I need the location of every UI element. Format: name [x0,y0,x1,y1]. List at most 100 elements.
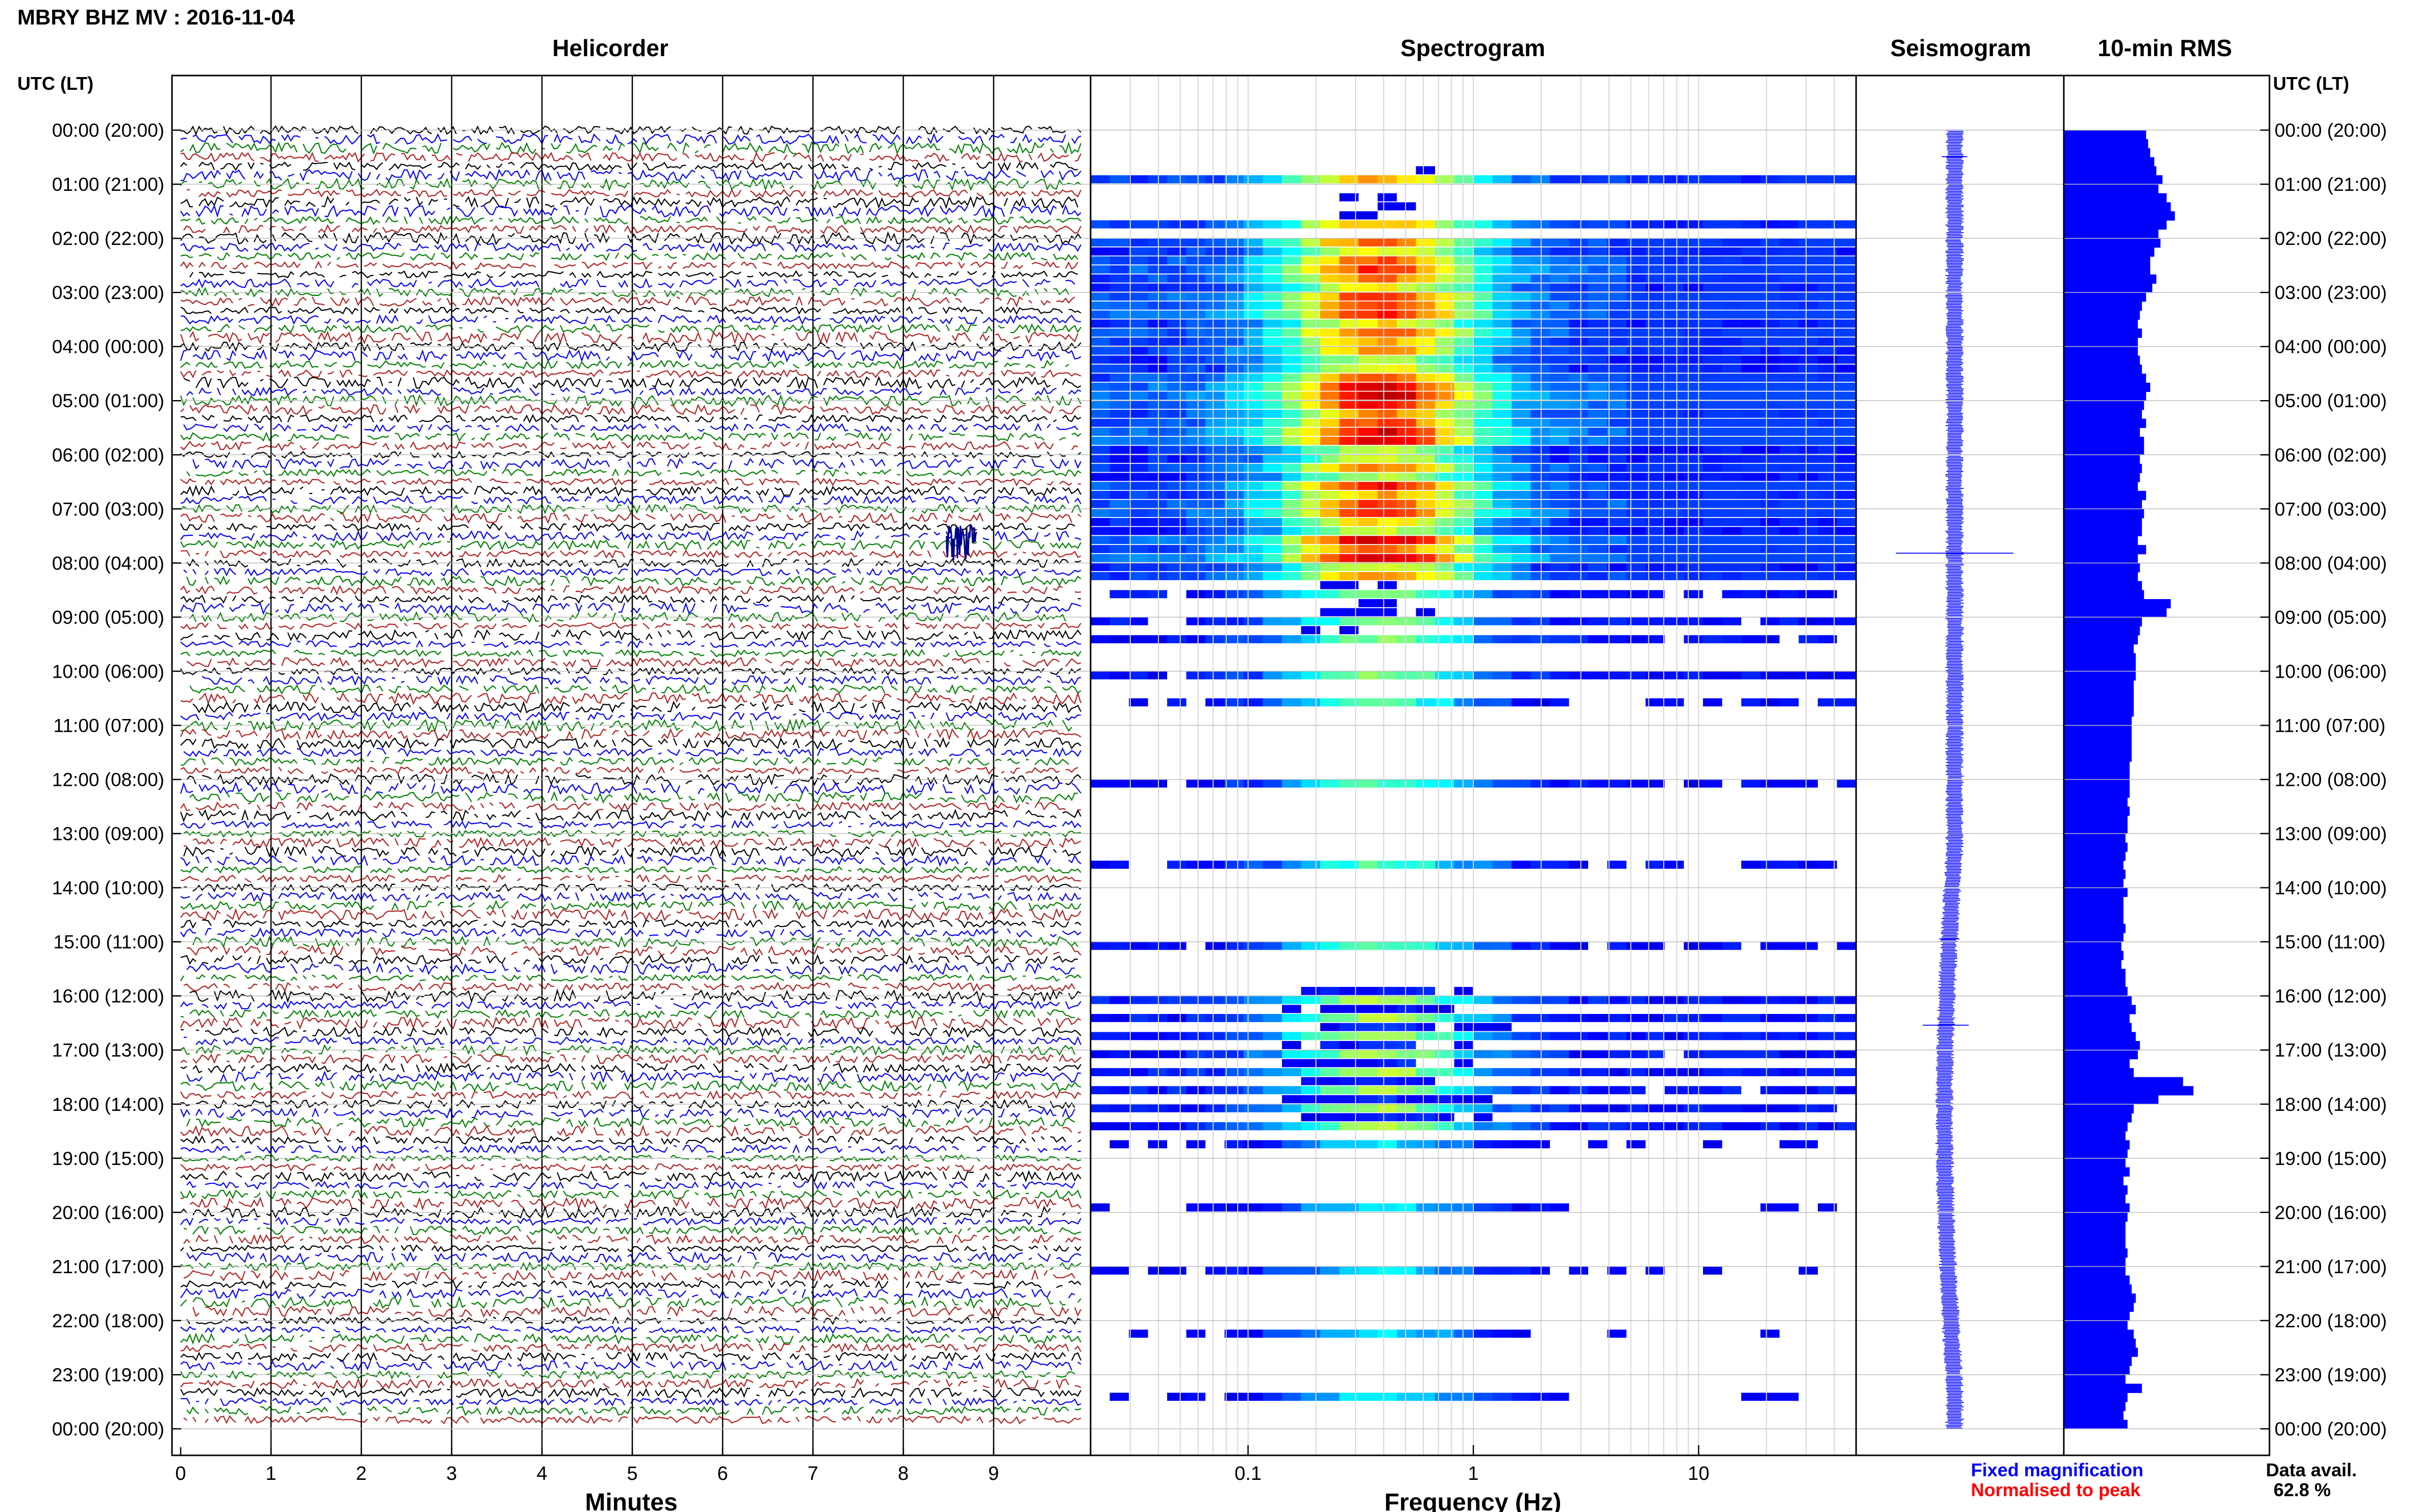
minute-tick-label: 7 [807,1463,818,1484]
rms-bar [2064,1032,2136,1042]
helicorder-trace-row [186,188,1081,198]
rms-bar [2064,1366,2130,1375]
helicorder-trace-row [180,649,1081,658]
rms-bar [2064,256,2151,266]
rms-bar [2064,996,2132,1005]
rms-bar [2064,1393,2128,1402]
rms-bar [2064,581,2142,590]
rms-bar [2064,166,2157,176]
rms-bar [2064,463,2142,474]
rms-bar [2064,797,2128,807]
helicorder-trace-row [180,440,1078,451]
rms-bar [2064,870,2126,879]
helicorder-trace-row [180,477,1081,487]
right-time-tick-label: 20:00 (16:00) [2275,1202,2387,1223]
rms-bar [2064,374,2146,383]
minute-tick-label: 1 [265,1463,276,1484]
helicorder-trace-row [180,622,1081,630]
left-time-tick-label: 10:00 (06:00) [52,661,164,682]
right-time-tick-label: 22:00 (18:00) [2275,1310,2387,1331]
right-time-tick-label: 16:00 (12:00) [2275,986,2387,1007]
helicorder-trace-row [180,1332,1081,1345]
rms-bar [2064,292,2146,302]
helicorder-trace-row [180,1062,1081,1074]
rms-bar [2064,1014,2130,1024]
helicorder-trace-row [180,1053,1081,1065]
rms-bar [2064,1050,2138,1059]
rms-bar [2064,527,2142,536]
rms-bar [2064,1221,2126,1231]
rms-bar [2064,1086,2193,1096]
rms-bar [2064,743,2132,753]
helicorder-trace-row [180,1026,1081,1038]
rms-bar [2064,1275,2130,1285]
legend-normalised-to-peak: Normalised to peak [1971,1479,2141,1500]
rms-bar [2064,897,2124,906]
helicorder-trace-row [180,1107,1075,1120]
rms-bar [2064,860,2124,870]
rms-bar [2064,1212,2128,1222]
helicorder-trace-row [180,602,1081,615]
helicorder-trace-row [183,747,1081,758]
rms-bar [2064,698,2134,708]
helicorder-trace-row [180,1000,1081,1010]
helicorder-trace-row [180,550,1081,559]
rms-bar [2064,130,2146,140]
rms-bar [2064,887,2128,897]
rms-bar [2064,563,2140,573]
rms-bar [2064,1347,2138,1357]
helicorder-trace-row [180,927,1081,938]
rms-bar [2064,1257,2126,1267]
helicorder-trace-row [180,215,1081,226]
rms-bar [2064,382,2151,392]
rms-bar [2064,833,2126,843]
helicorder-trace-row [180,1296,1081,1309]
left-axis-header: UTC (LT) [17,73,93,94]
right-axis-header: UTC (LT) [2273,73,2349,94]
rms-bar [2064,653,2136,663]
rms-bar [2064,671,2136,681]
rms-bar [2064,473,2140,482]
right-time-tick-label: 23:00 (19:00) [2275,1365,2387,1385]
minute-tick-label: 3 [446,1463,457,1484]
helicorder-trace-row [186,557,1081,568]
rms-bar [2064,851,2126,861]
rms-bar [2064,1311,2130,1321]
right-time-tick-label: 03:00 (23:00) [2275,282,2387,303]
rms-bar [2064,788,2130,798]
rms-bar [2064,1185,2128,1195]
helicorder-trace-row [180,323,1081,334]
rms-bar [2064,626,2140,636]
rms-bar [2064,1356,2132,1366]
rms-bar [2064,1005,2136,1014]
rms-bar [2064,1203,2130,1213]
rms-bar [2064,455,2140,464]
rms-bar [2064,1329,2134,1339]
minute-tick-label: 2 [356,1463,366,1484]
rms-bar [2064,987,2128,997]
rms-bar [2064,401,2144,410]
rms-bar [2064,1320,2128,1330]
minute-tick-label: 8 [898,1463,908,1484]
rms-bar [2064,878,2124,888]
rms-bar [2064,482,2138,491]
rms-bar [2064,418,2146,428]
rms-bar [2064,770,2130,780]
helicorder-trace-row [180,728,1081,741]
helicorder-xlabel: Minutes [585,1489,677,1512]
rms-bar [2064,1375,2126,1384]
helicorder-trace-row [189,684,1081,695]
rms-bar [2064,500,2142,509]
rms-bar [2064,734,2132,744]
helicorder-trace-row [180,512,1081,524]
helicorder-trace-row [183,1415,1081,1425]
rms-bar [2064,436,2144,447]
right-time-tick-label: 10:00 (06:00) [2275,661,2387,682]
rms-bar [2064,933,2124,943]
rms-bar [2064,680,2134,690]
data-avail-value: 62.8 % [2274,1479,2331,1500]
right-time-tick-label: 11:00 (07:00) [2275,715,2385,736]
helicorder-trace-row [189,988,1081,1003]
rms-bar [2064,716,2132,726]
helicorder-trace-row [180,161,1078,171]
